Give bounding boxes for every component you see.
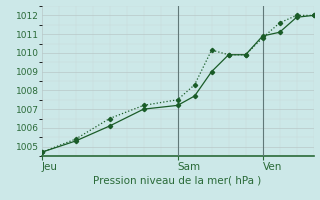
- X-axis label: Pression niveau de la mer( hPa ): Pression niveau de la mer( hPa ): [93, 176, 262, 186]
